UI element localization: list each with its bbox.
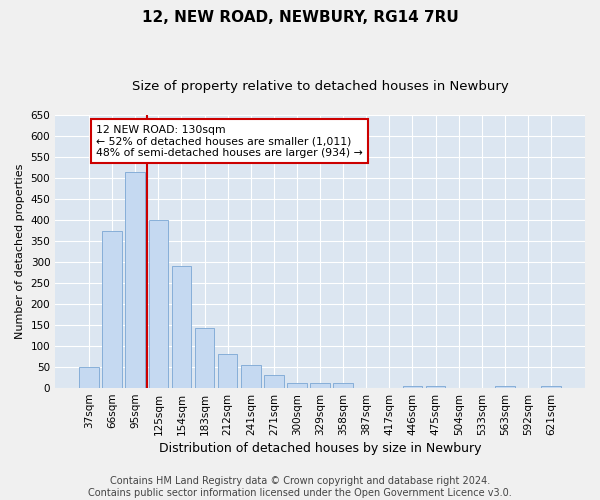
Bar bbox=[195, 328, 214, 388]
Bar bbox=[403, 386, 422, 388]
Bar bbox=[334, 384, 353, 388]
Bar bbox=[310, 383, 330, 388]
Bar bbox=[264, 376, 284, 388]
Bar bbox=[172, 266, 191, 388]
Bar bbox=[241, 365, 260, 388]
Text: 12 NEW ROAD: 130sqm
← 52% of detached houses are smaller (1,011)
48% of semi-det: 12 NEW ROAD: 130sqm ← 52% of detached ho… bbox=[96, 124, 363, 158]
Bar bbox=[125, 172, 145, 388]
Bar bbox=[149, 220, 168, 388]
X-axis label: Distribution of detached houses by size in Newbury: Distribution of detached houses by size … bbox=[159, 442, 481, 455]
Bar bbox=[426, 386, 445, 388]
Bar bbox=[495, 386, 515, 388]
Title: Size of property relative to detached houses in Newbury: Size of property relative to detached ho… bbox=[132, 80, 508, 93]
Bar bbox=[218, 354, 238, 388]
Bar bbox=[103, 230, 122, 388]
Bar bbox=[79, 367, 99, 388]
Text: 12, NEW ROAD, NEWBURY, RG14 7RU: 12, NEW ROAD, NEWBURY, RG14 7RU bbox=[142, 10, 458, 25]
Bar bbox=[287, 383, 307, 388]
Text: Contains HM Land Registry data © Crown copyright and database right 2024.
Contai: Contains HM Land Registry data © Crown c… bbox=[88, 476, 512, 498]
Bar bbox=[541, 386, 561, 388]
Y-axis label: Number of detached properties: Number of detached properties bbox=[15, 164, 25, 339]
